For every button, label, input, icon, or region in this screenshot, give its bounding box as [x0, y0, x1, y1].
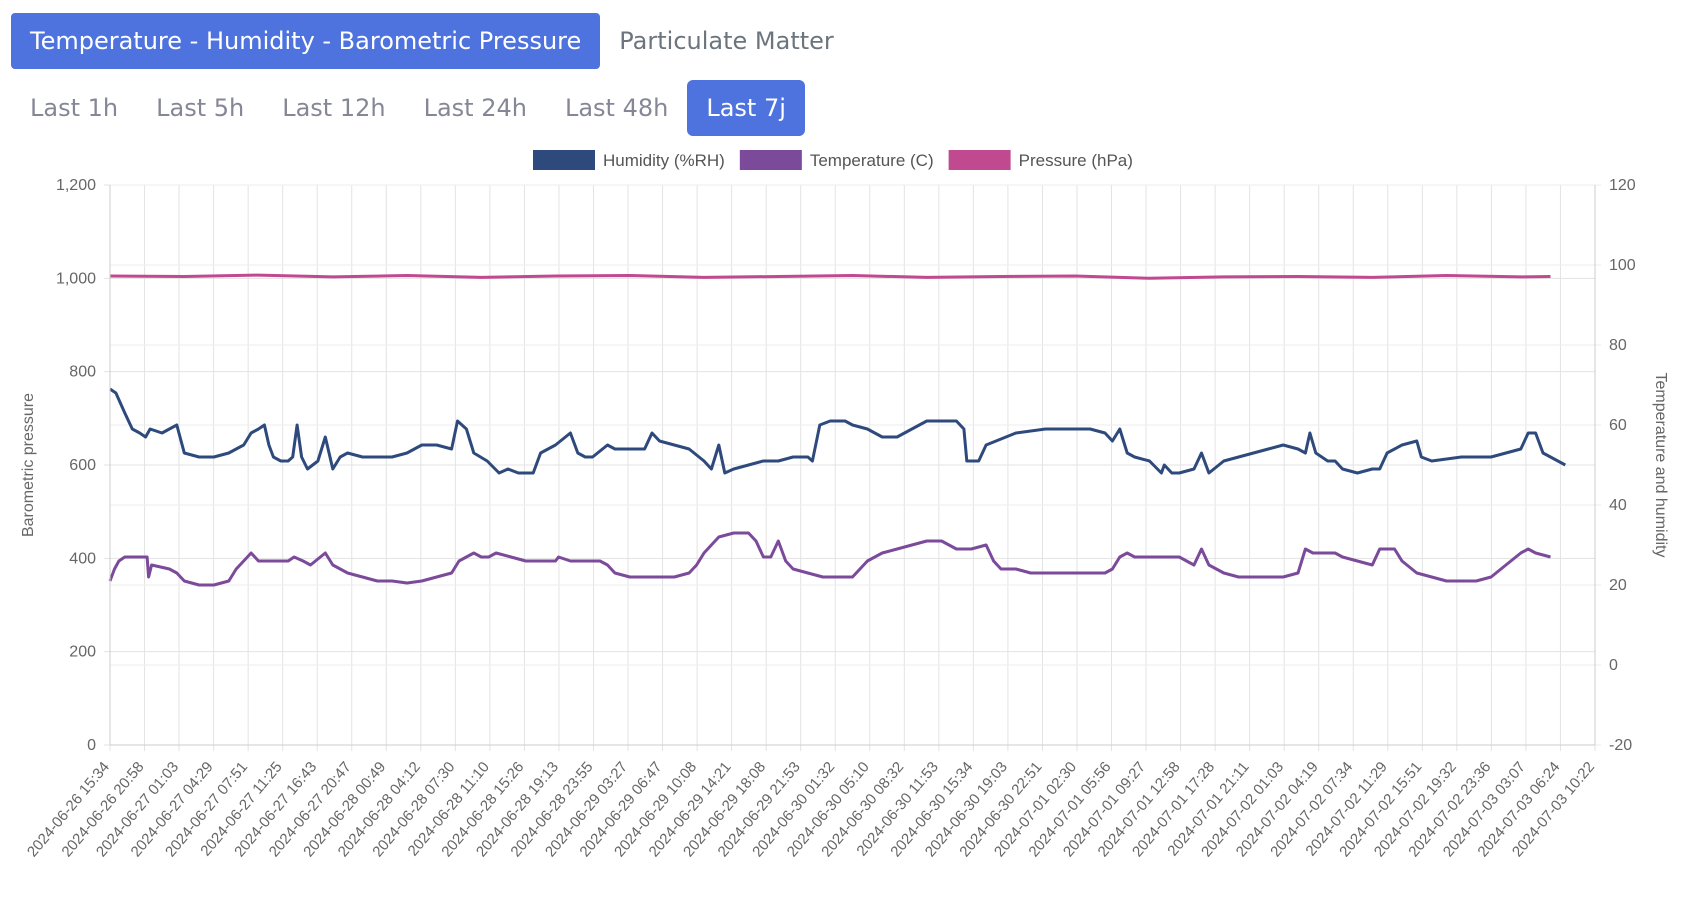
right-y-tick-label: 120 — [1609, 177, 1636, 194]
range-last-1h-button[interactable]: Last 1h — [30, 94, 119, 122]
range-last-5h-button[interactable]: Last 5h — [156, 94, 245, 122]
left-y-tick-label: 1,200 — [56, 177, 96, 194]
line-chart: Humidity (%RH) Temperature (C) Pressure (h… — [20, 150, 1669, 860]
right-axis-title: Temperature and humidity — [1652, 373, 1669, 558]
right-y-tick-label: 40 — [1609, 497, 1627, 514]
tab-temp-humidity-pressure[interactable]: Temperature - Humidity - Barometric Pres… — [11, 13, 601, 69]
left-y-tick-label: 1,000 — [56, 270, 96, 287]
legend-swatch[interactable] — [948, 150, 1011, 170]
series-line-temperature — [108, 531, 1551, 587]
chart-series — [108, 273, 1567, 587]
legend-label[interactable]: Pressure (hPa) — [1019, 151, 1133, 170]
legend-label[interactable]: Temperature (C) — [810, 151, 934, 170]
left-y-tick-label: 200 — [69, 644, 96, 661]
left-axis-title: Barometric pressure — [20, 393, 37, 537]
chart-legend: Humidity (%RH) Temperature (C) Pressure (h… — [533, 150, 1133, 170]
legend-label[interactable]: Humidity (%RH) — [603, 151, 725, 170]
range-last-24h-button[interactable]: Last 24h — [423, 94, 527, 122]
left-y-tick-label: 0 — [87, 737, 96, 754]
right-y-tick-label: 20 — [1609, 577, 1627, 594]
range-last-7j-button[interactable]: Last 7j — [687, 80, 805, 136]
tab-particulate-matter[interactable]: Particulate Matter — [619, 27, 834, 55]
legend-swatch[interactable] — [533, 150, 595, 170]
right-y-tick-label: -20 — [1609, 737, 1632, 754]
right-y-tick-label: 100 — [1609, 257, 1636, 274]
range-last-12h-button[interactable]: Last 12h — [282, 94, 386, 122]
legend-swatch[interactable] — [739, 150, 802, 170]
right-y-tick-label: 80 — [1609, 337, 1627, 354]
time-range-selector: Last 1h Last 5h Last 12h Last 24h Last 4… — [11, 80, 805, 136]
left-y-tick-label: 800 — [69, 364, 96, 381]
right-y-tick-label: 0 — [1609, 657, 1618, 674]
left-y-tick-label: 600 — [69, 457, 96, 474]
range-last-48h-button[interactable]: Last 48h — [564, 94, 669, 122]
main-tabs: Temperature - Humidity - Barometric Pres… — [11, 13, 853, 69]
series-line-pressure — [109, 273, 1551, 280]
right-y-tick-label: 60 — [1609, 417, 1627, 434]
series-line-humidity — [109, 387, 1567, 475]
left-y-tick-label: 400 — [69, 550, 96, 567]
